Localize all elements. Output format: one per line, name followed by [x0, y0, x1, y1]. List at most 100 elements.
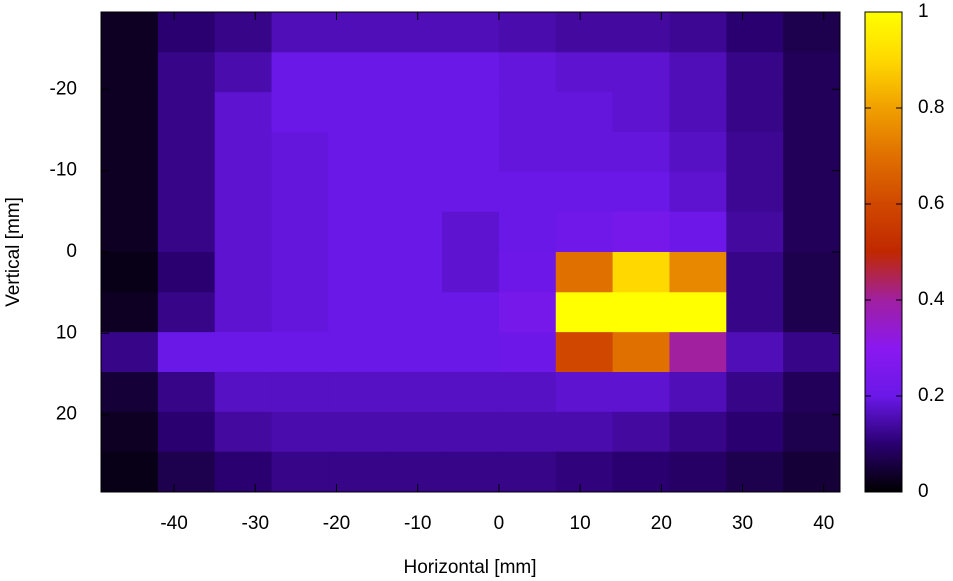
heat-cell — [214, 372, 273, 413]
heat-cell — [328, 292, 386, 333]
colorbar-tick-label: 0.6 — [918, 193, 944, 214]
heat-cell — [385, 132, 443, 173]
heat-cell — [385, 411, 443, 453]
heat-cell — [442, 132, 500, 173]
y-axis-title: Vertical [mm] — [3, 197, 24, 307]
heat-cell — [101, 211, 159, 253]
heat-cell — [442, 252, 500, 293]
heat-cell — [328, 171, 386, 213]
heat-cell — [214, 252, 273, 293]
heat-cell — [783, 372, 841, 413]
heat-cell — [498, 132, 557, 173]
heat-cell — [157, 171, 216, 213]
y-tick-label: 0 — [66, 241, 77, 262]
heat-cell — [157, 451, 216, 493]
x-tick-label: -20 — [323, 513, 350, 534]
heat-cell — [271, 171, 329, 213]
heat-cell — [669, 132, 727, 173]
heat-cell — [101, 132, 159, 173]
heat-cell — [271, 411, 329, 453]
heat-cell — [442, 292, 500, 333]
heat-cell — [783, 211, 841, 253]
heat-cell — [498, 171, 557, 213]
heat-cell — [726, 171, 784, 213]
heat-cell — [157, 52, 216, 93]
heat-cell — [555, 132, 614, 173]
heat-cell — [101, 332, 159, 373]
heat-cell — [328, 52, 386, 93]
x-tick-label: -30 — [242, 513, 269, 534]
heat-cell — [669, 332, 727, 373]
heat-cell — [271, 52, 329, 93]
heat-cell — [101, 372, 159, 413]
heat-cell — [157, 411, 216, 453]
heat-cell — [157, 211, 216, 253]
heat-cell — [328, 252, 386, 293]
heat-cell — [214, 52, 273, 93]
heat-cell — [612, 92, 670, 133]
colorbar — [864, 11, 903, 493]
heat-cell — [726, 372, 784, 413]
heat-cell — [726, 451, 784, 493]
heat-cell — [783, 332, 841, 373]
heat-cell — [442, 372, 500, 413]
heat-cell — [385, 211, 443, 253]
heat-cell — [498, 411, 557, 453]
heat-cell — [612, 12, 670, 53]
heat-cell — [783, 292, 841, 333]
heat-cell — [612, 52, 670, 93]
heat-cell — [271, 132, 329, 173]
heat-cell — [442, 171, 500, 213]
heat-cell — [726, 132, 784, 173]
heat-cell — [612, 252, 670, 293]
heat-cell — [669, 211, 727, 253]
heat-cell — [385, 92, 443, 133]
heat-cell — [442, 451, 500, 493]
y-tick-label: 10 — [56, 322, 77, 343]
heat-cell — [385, 171, 443, 213]
heat-cell — [442, 52, 500, 93]
heat-cell — [783, 451, 841, 493]
heat-cell — [271, 12, 329, 53]
heat-cell — [101, 292, 159, 333]
x-tick-label: 30 — [732, 513, 753, 534]
heat-cell — [726, 411, 784, 453]
heat-cell — [328, 372, 386, 413]
heat-cell — [612, 332, 670, 373]
heat-cell — [498, 332, 557, 373]
heat-cell — [555, 12, 614, 53]
heat-cell — [101, 411, 159, 453]
heat-cell — [271, 211, 329, 253]
heat-cell — [726, 252, 784, 293]
heat-cell — [328, 332, 386, 373]
heat-cell — [498, 451, 557, 493]
heat-cell — [783, 92, 841, 133]
heat-cell — [442, 92, 500, 133]
heat-cell — [385, 292, 443, 333]
heat-cell — [726, 92, 784, 133]
heat-cell — [328, 411, 386, 453]
heat-cell — [442, 211, 500, 253]
heat-cell — [669, 372, 727, 413]
heat-cell — [555, 171, 614, 213]
heat-cell — [612, 132, 670, 173]
x-tick-label: 10 — [570, 513, 591, 534]
heat-cell — [101, 52, 159, 93]
x-tick-label: -10 — [404, 513, 431, 534]
heat-cell — [442, 411, 500, 453]
heat-cell — [612, 451, 670, 493]
heat-cell — [214, 132, 273, 173]
heat-cell — [214, 92, 273, 133]
heat-cell — [271, 332, 329, 373]
heat-cell — [328, 12, 386, 53]
heat-cell — [669, 292, 727, 333]
heat-cell — [442, 12, 500, 53]
heat-cell — [669, 52, 727, 93]
heat-cell — [726, 332, 784, 373]
heat-cell — [271, 292, 329, 333]
heat-cell — [214, 12, 273, 53]
heat-cell — [385, 332, 443, 373]
heat-cell — [157, 12, 216, 53]
heat-cell — [498, 292, 557, 333]
